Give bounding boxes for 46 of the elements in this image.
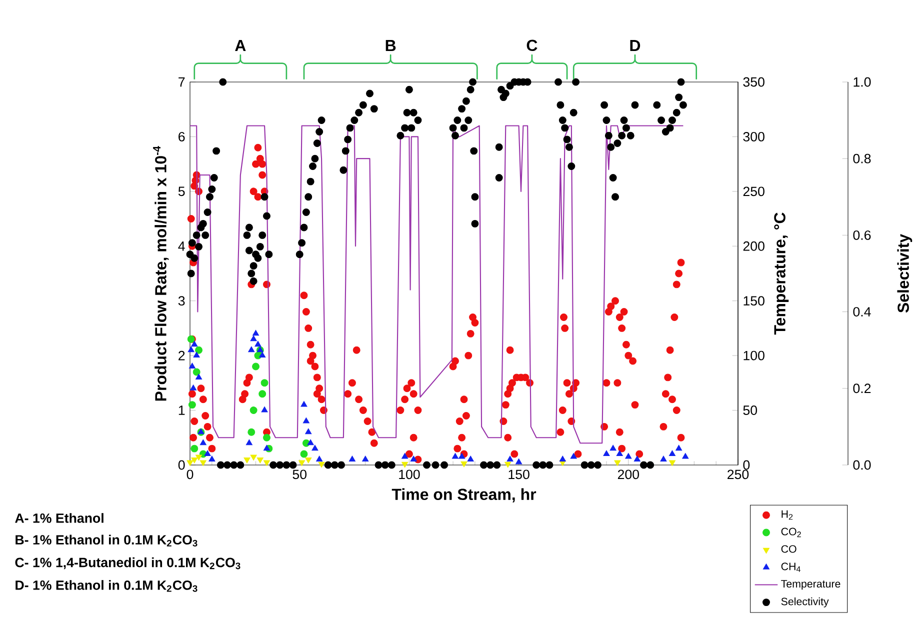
legend-label: CO <box>781 545 796 553</box>
y3-tick-label: 0.0 <box>853 460 871 470</box>
y3-tick-label: 0.6 <box>853 230 871 240</box>
text: C- 1% 1,4-Butanediol in 0.1M K$_{2}$CO$_{3}$ <box>15 557 240 570</box>
x-axis-title: Time on Stream, hr <box>392 488 536 502</box>
y2-tick-label: 350 <box>743 77 764 87</box>
y3-tick-label: 0.4 <box>853 307 871 317</box>
y3-tick-label: 1.0 <box>854 77 871 87</box>
x-tick-label: 100 <box>399 470 420 480</box>
y2-tick-label: 150 <box>744 296 764 306</box>
y3-tick-label: 0.2 <box>853 384 871 394</box>
x-tick-label: 200 <box>618 470 640 480</box>
y2-tick-label: 200 <box>743 241 764 251</box>
text: B- 1% Ethanol in 0.1M K$_{2}$CO$_{3}$ <box>16 534 198 547</box>
y3-axis-title: Selectivity <box>897 234 912 313</box>
y-tick-label: 2 <box>178 350 185 360</box>
text: D- 1% Ethanol in 0.1M K$_{2}$CO$_{3}$ <box>16 580 198 592</box>
y-tick-label: 0 <box>178 460 185 470</box>
legend-label: Temperature <box>781 580 840 590</box>
y-tick-label: 4 <box>178 242 185 251</box>
y2-tick-label: 300 <box>743 132 764 142</box>
x-tick-label: 250 <box>728 470 749 480</box>
y-tick-label: 7 <box>178 77 185 87</box>
x-tick-label: 50 <box>292 470 307 480</box>
legend-label: H$_{2}$ <box>782 510 793 520</box>
y-tick-label: 3 <box>178 296 185 306</box>
text: D <box>630 40 640 52</box>
y-axis-title: Product Flow Rate, mol/min x 10$^{-4}$ <box>153 146 169 401</box>
y2-axis-title: Temperature, °C <box>774 212 789 335</box>
x-tick-label: 0 <box>186 470 194 480</box>
legend-label: Selectivity <box>781 597 829 608</box>
y2-tick-label: 250 <box>743 186 764 196</box>
y2-tick-label: 50 <box>743 406 758 415</box>
text: C <box>526 40 538 52</box>
x-tick-label: 150 <box>508 470 530 480</box>
y-tick-label: 5 <box>178 186 185 196</box>
y-tick-label: 6 <box>178 132 185 142</box>
text: A <box>235 40 246 52</box>
y2-tick-label: 0 <box>743 460 750 470</box>
y2-tick-label: 100 <box>744 350 764 360</box>
text: B <box>386 40 396 52</box>
y-tick-label: 1 <box>178 406 185 415</box>
legend-label: CH$_{4}$ <box>781 562 800 572</box>
legend-label: CO$_{2}$ <box>781 528 801 538</box>
y3-tick-label: 0.8 <box>853 154 871 164</box>
text: A- 1% Ethanol <box>15 513 104 523</box>
